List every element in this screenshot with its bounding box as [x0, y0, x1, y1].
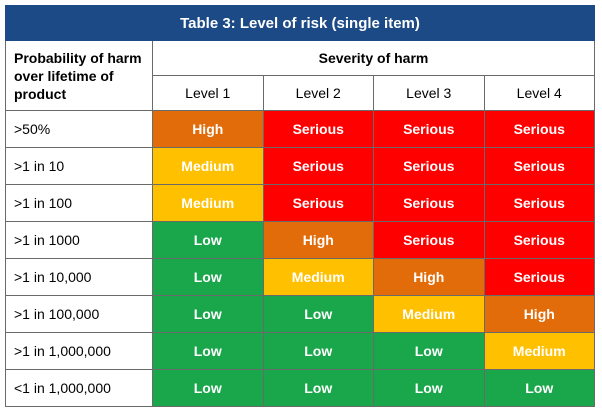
risk-cell: High — [262, 221, 374, 259]
risk-cell: Serious — [373, 147, 485, 185]
risk-cell: Low — [373, 369, 485, 407]
table-row: >1 in 1000 Low High Serious Serious — [5, 221, 595, 259]
risk-cell: Serious — [262, 110, 374, 148]
level-header: Level 4 — [483, 75, 595, 111]
level-header: Level 2 — [262, 75, 374, 111]
risk-cell: Low — [262, 369, 374, 407]
table-row: >1 in 1,000,000 Low Low Low Medium — [5, 332, 595, 370]
risk-cell: Serious — [373, 221, 485, 259]
risk-cell: Low — [483, 369, 595, 407]
probability-cell: >1 in 100 — [5, 184, 153, 222]
risk-cell: Low — [373, 332, 485, 370]
probability-cell: >1 in 100,000 — [5, 295, 153, 333]
severity-header: Severity of harm — [152, 40, 595, 76]
level-header: Level 3 — [373, 75, 485, 111]
table-row: >1 in 10,000 Low Medium High Serious — [5, 258, 595, 296]
risk-cell: Medium — [373, 295, 485, 333]
table-row: >1 in 100,000 Low Low Medium High — [5, 295, 595, 333]
risk-cell: Serious — [373, 184, 485, 222]
risk-cell: High — [152, 110, 264, 148]
risk-cell: Medium — [152, 147, 264, 185]
risk-cell: Serious — [483, 258, 595, 296]
risk-cell: Low — [152, 332, 264, 370]
risk-cell: Medium — [483, 332, 595, 370]
risk-cell: Medium — [262, 258, 374, 296]
probability-cell: >1 in 10,000 — [5, 258, 153, 296]
level-header: Level 1 — [152, 75, 264, 111]
probability-cell: >50% — [5, 110, 153, 148]
risk-cell: Low — [152, 221, 264, 259]
risk-cell: Serious — [262, 184, 374, 222]
table-row: >1 in 10 Medium Serious Serious Serious — [5, 147, 595, 185]
probability-header: Probability of harm over lifetime of pro… — [5, 40, 153, 111]
risk-cell: Serious — [483, 221, 595, 259]
risk-cell: High — [483, 295, 595, 333]
probability-cell: >1 in 1000 — [5, 221, 153, 259]
table-title: Table 3: Level of risk (single item) — [5, 5, 595, 41]
risk-table-container: Table 3: Level of risk (single item) Pro… — [5, 5, 595, 407]
risk-cell: Serious — [483, 147, 595, 185]
probability-cell: >1 in 1,000,000 — [5, 332, 153, 370]
table-body: >50% High Serious Serious Serious >1 in 10 Med… — [5, 110, 595, 407]
risk-cell: High — [373, 258, 485, 296]
risk-cell: Serious — [483, 184, 595, 222]
risk-cell: Serious — [262, 147, 374, 185]
risk-cell: Serious — [373, 110, 485, 148]
table-row: >50% High Serious Serious Serious — [5, 110, 595, 148]
probability-cell: >1 in 10 — [5, 147, 153, 185]
table-row: <1 in 1,000,000 Low Low Low Low — [5, 369, 595, 407]
risk-level-table: Table 3: Level of risk (single item) Pro… — [5, 5, 595, 407]
risk-cell: Serious — [483, 110, 595, 148]
probability-cell: <1 in 1,000,000 — [5, 369, 153, 407]
table-row: >1 in 100 Medium Serious Serious Serious — [5, 184, 595, 222]
risk-cell: Low — [152, 369, 264, 407]
risk-cell: Low — [152, 258, 264, 296]
risk-cell: Medium — [152, 184, 264, 222]
risk-cell: Low — [262, 332, 374, 370]
risk-cell: Low — [152, 295, 264, 333]
risk-cell: Low — [262, 295, 374, 333]
